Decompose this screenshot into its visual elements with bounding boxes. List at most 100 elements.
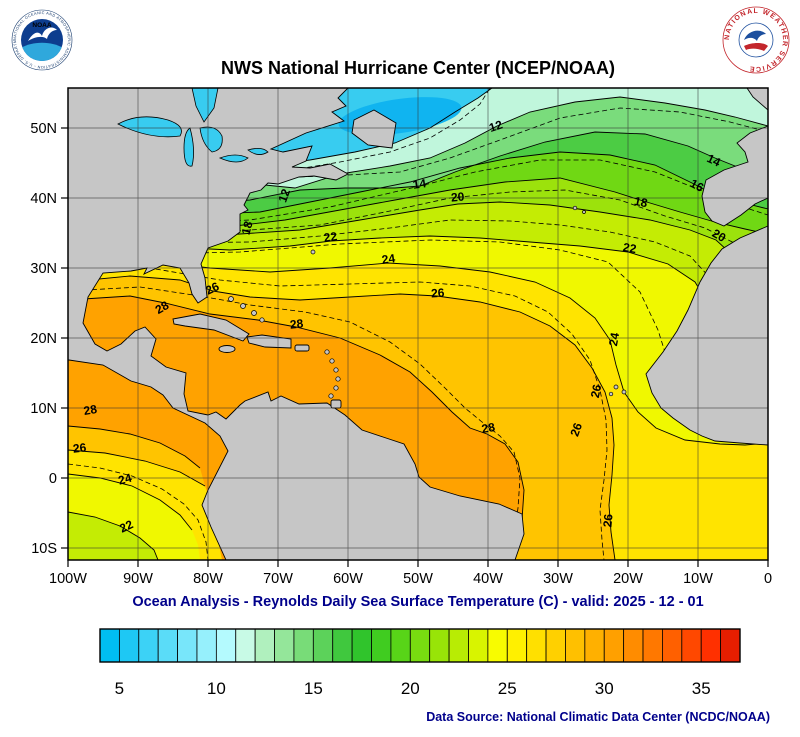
colorbar-cell xyxy=(332,628,353,663)
colorbar-cell xyxy=(429,628,450,663)
contour-label: 18 xyxy=(239,219,256,236)
colorbar xyxy=(99,628,741,663)
contour-label: 26 xyxy=(203,279,221,297)
colorbar-cell xyxy=(118,628,140,663)
nws-wave-icon xyxy=(744,43,768,51)
colorbar-tick-label: 5 xyxy=(115,679,124,698)
bahamas-islands xyxy=(228,296,265,323)
colorbar-cell xyxy=(409,628,431,663)
contour-label: 20 xyxy=(450,189,465,204)
cuba-island xyxy=(172,313,250,342)
noaa-gull-icon xyxy=(28,27,57,41)
noaa-wordmark: NOAA xyxy=(32,22,51,29)
graticule xyxy=(68,88,768,560)
europe-iberia-landmass xyxy=(701,125,768,227)
y-tick-label: 40N xyxy=(30,191,57,207)
lake-ontario xyxy=(247,148,269,155)
colorbar-cell xyxy=(177,628,198,663)
colorbar-frame xyxy=(99,628,741,663)
nws-logo: NATIONAL WEATHER SERVICE xyxy=(722,6,790,74)
contour-label: 24 xyxy=(381,251,396,267)
contour-label: 26 xyxy=(567,421,585,439)
x-tick-label: 50W xyxy=(403,571,433,587)
y-tick-label: 50N xyxy=(30,121,57,137)
africa-landmass xyxy=(645,225,768,446)
y-tick-label: 30N xyxy=(30,261,57,277)
colorbar-cell xyxy=(138,628,159,663)
contour-label: 14 xyxy=(705,151,723,169)
y-tick-label: 10S xyxy=(31,541,57,557)
colorbar-cell xyxy=(506,628,528,663)
x-axis: 100W 90W 80W 70W 60W 50W 40W 30W 20W 10W 0 xyxy=(49,560,772,587)
noaa-wave xyxy=(21,42,63,61)
x-tick-label: 90W xyxy=(123,571,153,587)
y-tick-label: 0 xyxy=(49,471,57,487)
colorbar-cell xyxy=(274,628,295,663)
americas-landmass xyxy=(68,88,525,560)
colorbar-cell xyxy=(99,628,120,663)
colorbar-cell xyxy=(312,628,334,663)
colorbar-cell xyxy=(681,628,702,663)
colorbar-cell xyxy=(448,628,469,663)
colorbar-cell xyxy=(623,628,644,663)
colorbar-tick-label: 25 xyxy=(498,679,517,698)
contour-label: 26 xyxy=(431,286,446,301)
lesser-antilles-islands xyxy=(324,349,341,399)
colorbar-tick-label: 30 xyxy=(595,679,614,698)
colorbar-cell xyxy=(235,628,256,663)
contour-label: 22 xyxy=(117,517,135,535)
colorbar-cell xyxy=(662,628,683,663)
x-tick-label: 0 xyxy=(764,571,772,587)
colorbar-tick-label: 35 xyxy=(692,679,711,698)
colorbar-cell xyxy=(642,628,663,663)
james-bay xyxy=(191,88,219,123)
colorbar-cell xyxy=(390,628,411,663)
contour-label: 14 xyxy=(412,176,427,192)
colorbar-cell xyxy=(157,628,178,663)
lake-erie xyxy=(218,154,249,163)
azores-islands xyxy=(572,205,586,214)
map-caption: Ocean Analysis - Reynolds Daily Sea Surf… xyxy=(132,594,703,610)
data-source: Data Source: National Climatic Data Cent… xyxy=(426,710,770,724)
contour-label-layer: 12 12 14 20 18 22 24 26 28 26 28 14 16 18 20 22 24 26 26 28… xyxy=(72,117,728,535)
colorbar-cell xyxy=(487,628,508,663)
colorbar-cell xyxy=(351,628,372,663)
colorbar-cell xyxy=(293,628,314,663)
trinidad-island xyxy=(330,399,342,409)
x-tick-label: 60W xyxy=(333,571,363,587)
lake-michigan xyxy=(183,127,194,167)
contour-label: 26 xyxy=(600,513,615,528)
x-tick-label: 10W xyxy=(683,571,713,587)
cape-verde-islands xyxy=(608,384,627,397)
contour-label: 24 xyxy=(606,331,622,347)
x-tick-label: 20W xyxy=(613,571,643,587)
contour-label: 22 xyxy=(622,240,638,256)
contour-label: 28 xyxy=(83,402,99,418)
nws-bird-icon xyxy=(744,30,766,41)
contour-label: 16 xyxy=(688,176,707,195)
y-tick-label: 10N xyxy=(30,401,57,417)
colorbar-cell xyxy=(700,628,722,663)
contour-label: 22 xyxy=(323,229,338,245)
colorbar-labels: 5 10 15 20 25 30 35 xyxy=(115,679,711,698)
contour-label: 28 xyxy=(153,298,172,317)
map xyxy=(68,88,768,560)
contour-label: 20 xyxy=(710,226,729,245)
colorbar-tick-label: 10 xyxy=(207,679,226,698)
x-tick-label: 100W xyxy=(49,571,87,587)
nws-emblem-circle xyxy=(738,22,774,58)
noaa-logo: NATIONAL OCEANIC AND ATMOSPHERIC ADMINIS… xyxy=(10,5,73,71)
puerto-rico-island xyxy=(294,344,310,352)
colorbar-cell xyxy=(371,628,392,663)
y-tick-label: 20N xyxy=(30,331,57,347)
contour-label: 28 xyxy=(289,316,304,331)
x-tick-label: 40W xyxy=(473,571,503,587)
colorbar-cell xyxy=(565,628,586,663)
colorbar-cell xyxy=(603,628,625,663)
colorbar-tick-label: 20 xyxy=(401,679,420,698)
england-landmass xyxy=(746,88,768,111)
newfoundland-island xyxy=(351,109,397,149)
page-title: NWS National Hurricane Center (NCEP/NOAA… xyxy=(221,58,615,78)
